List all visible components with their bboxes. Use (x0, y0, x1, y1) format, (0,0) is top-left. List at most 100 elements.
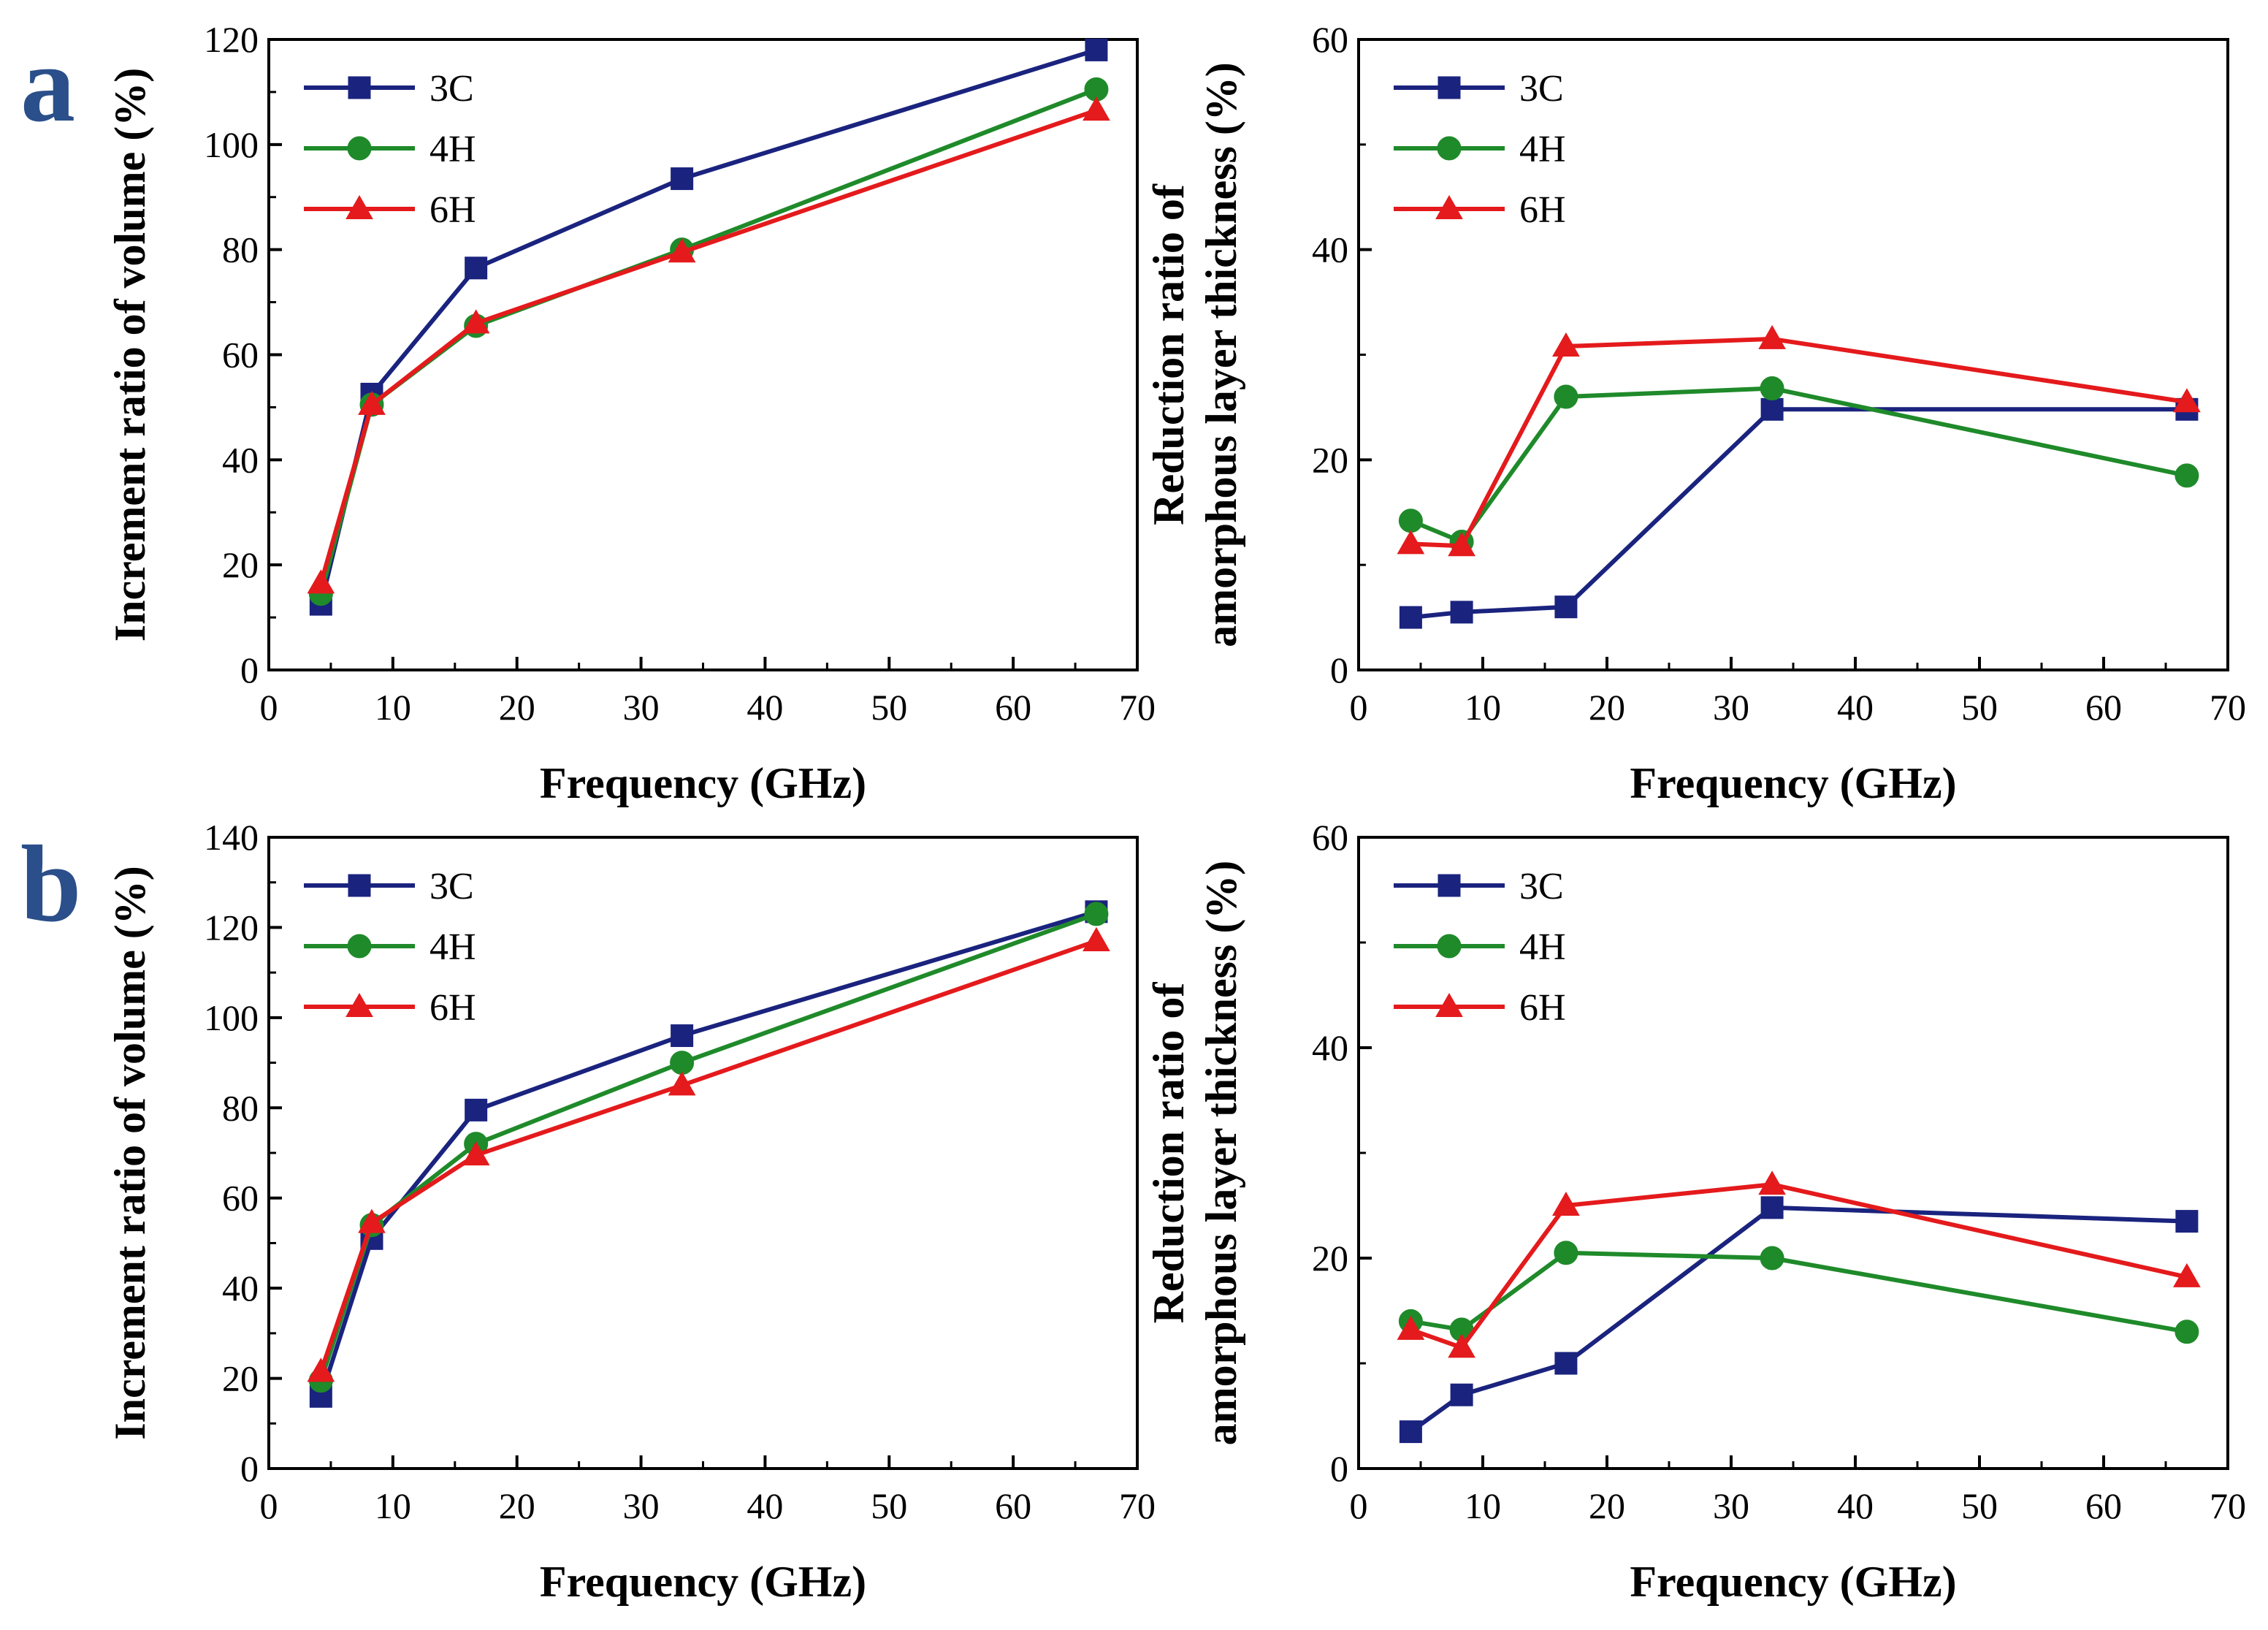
x-tick-label: 0 (1350, 1485, 1368, 1526)
data-point-4H (1554, 1241, 1578, 1265)
x-tick-label: 50 (1961, 687, 1998, 728)
y-axis-title: Increment ratio of volume (%) (106, 866, 154, 1439)
data-point-6H (1397, 1315, 1425, 1340)
x-tick-label: 60 (995, 1485, 1031, 1526)
y-tick-label: 0 (1330, 1448, 1348, 1489)
data-point-3C (671, 1024, 694, 1048)
data-point-6H (358, 390, 386, 415)
legend-label-3C: 3C (1519, 866, 1564, 907)
x-tick-label: 10 (1465, 687, 1501, 728)
x-tick-label: 70 (2210, 687, 2246, 728)
y-tick-label: 40 (1312, 229, 1348, 270)
y-tick-label: 20 (222, 544, 259, 585)
data-point-6H (1552, 332, 1580, 357)
data-point-3C (1760, 397, 1784, 421)
y-tick-label: 20 (1312, 439, 1348, 480)
data-point-3C (1450, 601, 1473, 624)
y-tick-label: 0 (240, 1448, 259, 1489)
legend-marker-3C (348, 76, 371, 99)
legend-marker-4H (347, 934, 372, 959)
x-axis-title: Frequency (GHz) (540, 759, 866, 807)
charts-container: 0 10 20 30 40 50 60 70020406080100120Frequency … (106, 19, 2246, 1606)
data-point-6H (1083, 96, 1110, 121)
x-tick-label: 60 (995, 687, 1031, 728)
data-point-4H (2175, 463, 2199, 488)
x-tick-label: 0 (260, 687, 278, 728)
y-tick-label: 60 (1312, 19, 1348, 60)
legend-marker-3C (1437, 874, 1461, 897)
y-axis-title: Reduction ratio of (1145, 183, 1193, 525)
x-tick-label: 10 (375, 687, 411, 728)
y-tick-label: 0 (1330, 650, 1348, 690)
x-tick-label: 0 (1350, 687, 1368, 728)
data-point-4H (1760, 1246, 1784, 1271)
data-point-6H (1397, 530, 1425, 555)
legend-label-4H: 4H (1519, 926, 1566, 968)
x-tick-label: 50 (1961, 1485, 1998, 1526)
series-line-3C (1410, 407, 2187, 620)
x-tick-label: 50 (871, 1485, 907, 1526)
data-point-6H (2173, 1263, 2201, 1287)
y-tick-label: 40 (1312, 1027, 1348, 1068)
x-axis-title: Frequency (GHz) (1630, 1558, 1956, 1606)
series-line-3C (1409, 1205, 2187, 1434)
data-point-6H (462, 309, 490, 334)
legend-marker-6H (345, 992, 373, 1017)
y-tick-label: 60 (222, 1178, 259, 1219)
y-axis-title: amorphous layer thickness (%) (1197, 861, 1245, 1446)
legend-marker-6H (1435, 992, 1463, 1017)
legend-label-4H: 4H (1519, 129, 1566, 170)
data-point-4H (1084, 902, 1109, 926)
x-tick-label: 70 (1119, 1485, 1156, 1526)
legend-marker-4H (1437, 934, 1462, 959)
x-axis-title: Frequency (GHz) (1630, 759, 1956, 807)
x-tick-label: 40 (1837, 687, 1874, 728)
chart-1: 0 10 20 30 40 50 60 70 0 20 40 60 80 100 120 Frequency … (106, 19, 1156, 807)
y-tick-label: 120 (204, 19, 259, 60)
data-point-3C (1554, 595, 1578, 619)
data-point-3C (1399, 1420, 1422, 1444)
data-point-4H (670, 1051, 695, 1075)
legend-label-6H: 6H (1519, 189, 1566, 231)
x-tick-label: 70 (1119, 687, 1156, 728)
x-tick-label: 70 (2210, 1485, 2246, 1526)
x-tick-label: 10 (1465, 1485, 1501, 1526)
legend-label-4H: 4H (429, 129, 476, 170)
y-tick-label: 60 (222, 335, 259, 376)
legend-label-6H: 6H (429, 189, 476, 231)
x-tick-label: 30 (623, 687, 660, 728)
data-point-6H (1083, 926, 1110, 951)
legend-marker-3C (348, 874, 371, 897)
data-point-6H (668, 238, 696, 263)
legend-label-3C: 3C (429, 866, 474, 907)
y-tick-label: 140 (204, 817, 259, 858)
data-point-4H (2175, 1319, 2199, 1344)
y-axis-title: amorphous layer thickness (%) (1197, 62, 1245, 647)
y-tick-label: 80 (222, 1087, 259, 1128)
data-point-3C (1450, 1383, 1473, 1406)
y-tick-label: 100 (204, 124, 259, 165)
data-point-6H (668, 1071, 696, 1096)
series-line-3C (318, 909, 1097, 1398)
chart-2: 0 10 20 30 40 50 60 70 0 20 40 60 Frequency (GHz) Red… (1145, 19, 2246, 807)
legend-label-6H: 6H (1519, 987, 1566, 1029)
plot-frame (267, 836, 1139, 1470)
plot-frame (1357, 836, 2229, 1470)
y-tick-label: 40 (222, 1268, 259, 1309)
data-point-6H (462, 1141, 490, 1166)
x-tick-label: 50 (871, 687, 907, 728)
y-tick-label: 60 (1312, 817, 1348, 858)
data-point-3C (1399, 606, 1422, 629)
plot-frame (267, 38, 1139, 671)
data-point-6H (1552, 1191, 1580, 1216)
x-tick-label: 20 (1589, 687, 1625, 728)
x-tick-label: 20 (499, 687, 535, 728)
y-tick-label: 20 (222, 1358, 259, 1399)
panel-label-a: a (20, 23, 75, 145)
x-tick-label: 30 (1713, 1485, 1749, 1526)
series-line-4H (1410, 1250, 2188, 1334)
x-tick-label: 30 (1713, 687, 1749, 728)
x-tick-label: 60 (2085, 687, 2122, 728)
data-point-6H (1758, 1170, 1786, 1195)
